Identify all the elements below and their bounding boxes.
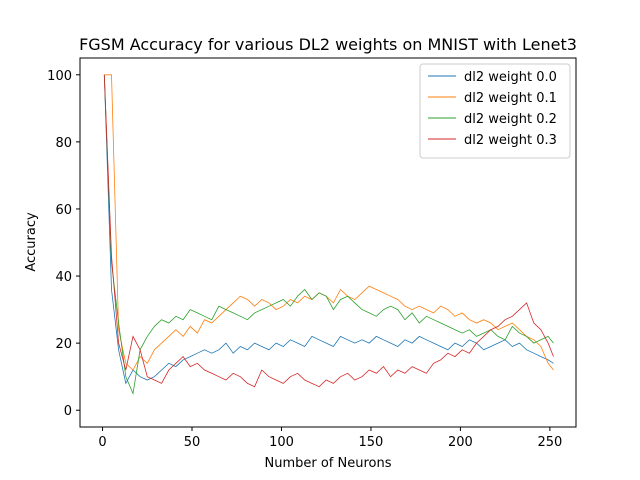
legend-label-0: dl2 weight 0.0 <box>464 70 557 85</box>
y-tick-label-0: 0 <box>64 404 72 419</box>
legend-box <box>419 63 571 159</box>
legend-label-2: dl2 weight 0.2 <box>464 112 557 127</box>
series-line-2 <box>103 74 554 395</box>
legend-label-1: dl2 weight 0.1 <box>464 91 557 106</box>
y-tick-label-4: 80 <box>55 136 72 151</box>
x-tick-label-0: 0 <box>98 435 106 450</box>
legend-label-3: dl2 weight 0.3 <box>464 133 557 148</box>
legend: dl2 weight 0.0 dl2 weight 0.1 dl2 weight 0… <box>419 63 571 159</box>
y-tick-label-1: 20 <box>55 337 72 352</box>
chart-title: FGSM Accuracy for various DL2 weights on… <box>79 35 577 54</box>
x-tick-label-5: 250 <box>537 435 562 450</box>
y-axis-label: Accuracy <box>24 212 39 272</box>
y-tick-label-2: 40 <box>55 270 72 285</box>
x-tick-label-2: 100 <box>269 435 294 450</box>
series-line-0 <box>103 74 554 385</box>
x-axis: 0 50 100 150 200 250 <box>98 427 562 450</box>
y-tick-label-3: 60 <box>55 203 72 218</box>
series-line-3 <box>103 74 554 388</box>
x-axis-label: Number of Neurons <box>264 456 391 471</box>
x-tick-label-1: 50 <box>184 435 201 450</box>
plot-frame <box>79 57 577 428</box>
y-axis: 0 20 40 60 80 100 <box>47 69 80 419</box>
y-tick-label-5: 100 <box>47 69 72 84</box>
x-tick-label-3: 150 <box>359 435 384 450</box>
x-tick-label-4: 200 <box>448 435 473 450</box>
plot-area <box>103 74 554 395</box>
series-line-1 <box>104 74 554 371</box>
